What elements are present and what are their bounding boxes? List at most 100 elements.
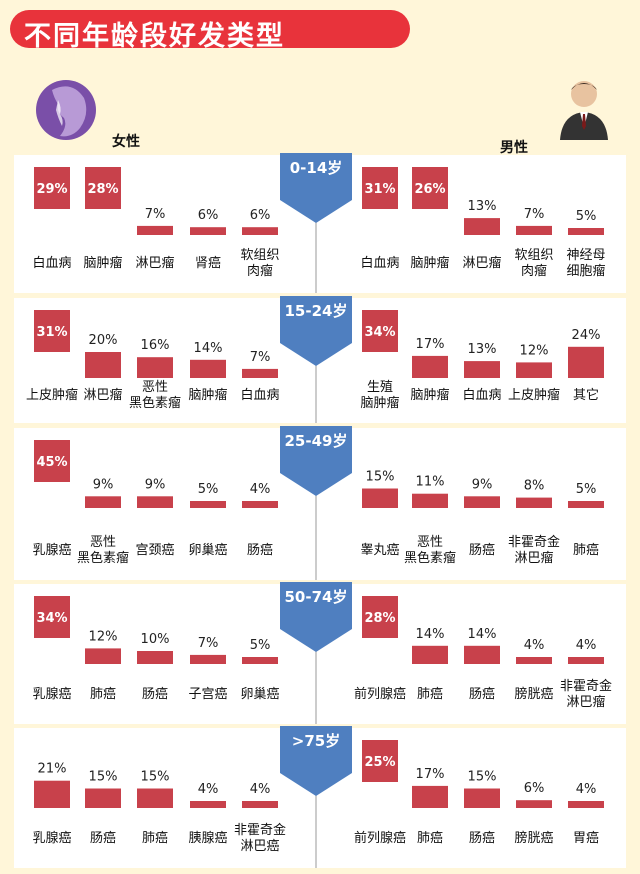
female-bar [137, 225, 173, 235]
female-category-label: 脑肿瘤 [188, 387, 227, 403]
male-category-label: 淋巴瘤 [514, 550, 553, 566]
male-category-label: 软组织 [514, 248, 553, 263]
male-category-label: 脑肿瘤 [410, 255, 449, 271]
female-category-label: 脑肿瘤 [83, 255, 122, 271]
woman-profile-icon [36, 80, 96, 140]
female-category-label: 白血病 [240, 387, 279, 403]
female-bar [34, 310, 70, 352]
male-value-label: 15% [366, 470, 395, 485]
male-category-label: 细胞瘤 [566, 263, 605, 279]
male-bar [568, 657, 604, 664]
male-bar [412, 493, 448, 508]
female-value-label: 6% [250, 208, 271, 223]
female-category-label: 胰腺癌 [188, 830, 227, 846]
female-value-label: 21% [38, 762, 67, 777]
female-value-label: 12% [89, 629, 118, 644]
male-value-label: 13% [468, 199, 497, 214]
female-category-label: 卵巢癌 [240, 686, 279, 702]
female-category-label: 肠癌 [142, 686, 168, 702]
male-label: 男性 [500, 140, 528, 156]
female-category-label: 软组织 [240, 248, 279, 263]
male-bar [362, 310, 398, 352]
male-value-label: 4% [524, 638, 545, 653]
male-bar [412, 167, 448, 209]
female-category-label: 恶性 [90, 535, 116, 550]
female-bar [34, 596, 70, 638]
female-value-label: 5% [198, 482, 219, 497]
male-value-label: 17% [416, 337, 445, 352]
male-value-label: 12% [520, 343, 549, 358]
female-value-label: 5% [250, 638, 271, 653]
female-bar [137, 357, 173, 378]
female-category-label: 淋巴瘤 [135, 255, 174, 271]
title-bar [10, 10, 410, 48]
female-category-label: 黑色素瘤 [77, 550, 129, 566]
female-bar [242, 368, 278, 378]
male-category-label: 恶性 [417, 535, 443, 550]
female-label: 女性 [112, 134, 140, 150]
female-value-label: 4% [250, 782, 271, 797]
female-value-label: 7% [250, 350, 271, 365]
male-value-label: 14% [416, 627, 445, 642]
female-value-label: 15% [89, 770, 118, 785]
male-bar [412, 355, 448, 378]
female-bar [137, 496, 173, 508]
age-band-arrow [280, 726, 352, 796]
female-value-label: 7% [145, 207, 166, 222]
male-bar [362, 488, 398, 508]
age-group-label: 0-14岁 [290, 159, 343, 177]
male-category-label: 肺癌 [417, 830, 443, 846]
male-value-label: 4% [576, 638, 597, 653]
female-value-label: 16% [141, 338, 170, 353]
male-category-label: 其它 [573, 387, 599, 403]
female-category-label: 淋巴癌 [240, 838, 279, 854]
male-value-label: 4% [576, 782, 597, 797]
female-value-label: 45% [36, 455, 67, 470]
male-bar [362, 596, 398, 638]
male-category-label: 肺癌 [417, 686, 443, 702]
male-category-label: 肉瘤 [521, 263, 547, 279]
male-value-label: 26% [414, 182, 445, 197]
male-value-label: 15% [468, 770, 497, 785]
female-value-label: 14% [194, 341, 223, 356]
male-category-label: 白血病 [360, 255, 399, 271]
male-category-label: 膀胱癌 [514, 686, 553, 702]
age-group-label: 15-24岁 [285, 302, 348, 320]
female-category-label: 恶性 [142, 380, 168, 395]
male-category-label: 非霍奇金 [560, 678, 612, 694]
female-bar [34, 780, 70, 808]
male-bar [412, 785, 448, 808]
male-category-label: 淋巴瘤 [566, 694, 605, 710]
female-value-label: 10% [141, 632, 170, 647]
male-bar [362, 740, 398, 782]
female-category-label: 卵巢癌 [188, 542, 227, 558]
female-category-label: 黑色素瘤 [129, 395, 181, 411]
male-value-label: 8% [524, 479, 545, 494]
male-value-label: 9% [472, 477, 493, 492]
male-value-label: 24% [572, 328, 601, 343]
male-value-label: 34% [364, 325, 395, 340]
female-value-label: 7% [198, 636, 219, 651]
female-bar [34, 440, 70, 482]
female-category-label: 肉瘤 [247, 263, 273, 279]
age-group-label: 50-74岁 [285, 588, 348, 606]
female-category-label: 非霍奇金 [234, 822, 286, 838]
female-category-label: 宫颈癌 [135, 542, 174, 558]
male-category-label: 肠癌 [469, 542, 495, 558]
female-bar [190, 654, 226, 664]
age-band-arrow [280, 426, 352, 496]
male-value-label: 28% [364, 611, 395, 626]
female-bar [85, 167, 121, 209]
male-bar [516, 800, 552, 808]
male-bar [464, 361, 500, 378]
female-bar [85, 352, 121, 378]
female-bar [85, 496, 121, 508]
female-value-label: 9% [93, 477, 114, 492]
male-value-label: 31% [364, 182, 395, 197]
male-value-label: 6% [524, 781, 545, 796]
female-value-label: 20% [89, 333, 118, 348]
female-bar [34, 167, 70, 209]
male-bar [362, 167, 398, 209]
female-bar [190, 801, 226, 808]
